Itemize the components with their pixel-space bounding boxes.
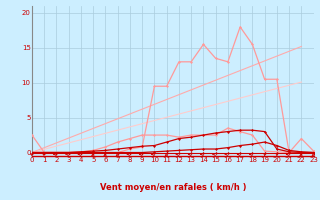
X-axis label: Vent moyen/en rafales ( km/h ): Vent moyen/en rafales ( km/h ) — [100, 183, 246, 192]
